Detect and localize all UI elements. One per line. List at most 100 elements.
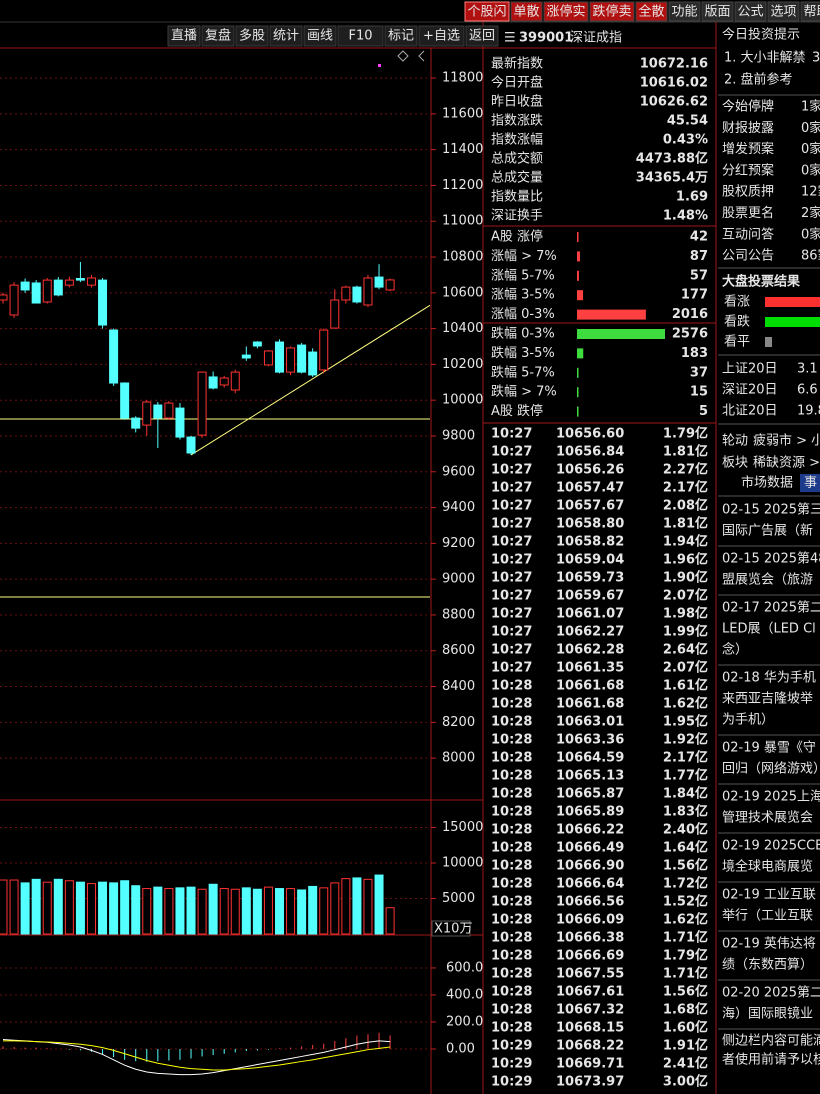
news-text[interactable]: 02-19 工业互联 (722, 888, 816, 903)
market-data-label[interactable]: 市场数据 (741, 475, 793, 491)
news-tag[interactable]: （东数西算） (735, 958, 813, 973)
news-text[interactable]: 举行 (722, 909, 748, 924)
vote-label[interactable]: 看跌 (724, 314, 750, 330)
toolbar-button-bg[interactable] (235, 25, 269, 47)
tick-amount: 1.61亿 (663, 678, 708, 694)
y-tick-label: 9600 (442, 464, 475, 479)
toolbar-button-bg[interactable] (384, 25, 418, 47)
top-button-bg[interactable] (668, 1, 701, 22)
volume-bar (186, 886, 196, 935)
market-tag[interactable]: 事 (804, 476, 817, 491)
quote-code: 399001 (519, 31, 573, 46)
top-button-bg[interactable] (635, 1, 668, 22)
toolbar-button[interactable]: 直播 (171, 29, 197, 44)
tip-item[interactable]: 1. 大小非解禁 (724, 51, 806, 66)
top-button[interactable]: 功能 (671, 5, 697, 20)
stat-label[interactable]: 股权质押 (722, 184, 774, 200)
toolbar-button[interactable]: F10 (348, 29, 372, 44)
news-text[interactable]: 02-19 暴雪《守 (722, 741, 816, 756)
top-button-bg[interactable] (464, 1, 510, 22)
tick-time: 10:28 (491, 787, 532, 802)
vote-label[interactable]: 看涨 (724, 294, 750, 310)
toolbar-button-bg[interactable] (167, 25, 201, 47)
news-text[interactable]: 盟展览会 (722, 572, 774, 588)
news-tag[interactable]: （新 (787, 523, 813, 539)
top-button-bg[interactable] (543, 1, 589, 22)
stat-value: 0家 (801, 120, 820, 136)
toolbar-button[interactable]: 返回 (469, 29, 495, 44)
news-text[interactable]: 海）国际眼镜业 (722, 1007, 813, 1022)
sector-text[interactable]: 稀缺资源 > (753, 456, 820, 471)
tip-item[interactable]: 2. 盘前参考 (724, 72, 793, 88)
news-tag[interactable]: 为手机） (722, 713, 774, 728)
stat-label[interactable]: 公司公告 (722, 249, 774, 264)
news-text[interactable]: 02-20 2025第二 (722, 986, 820, 1001)
news-text[interactable]: 02-18 华为手机 (722, 671, 816, 686)
toolbar-button[interactable]: 统计 (273, 29, 299, 44)
stat-label[interactable]: 股票更名 (722, 205, 774, 221)
stat-label[interactable]: 财报披露 (722, 121, 774, 136)
volume-bar (208, 883, 218, 935)
news-text[interactable]: 02-15 2025第48 (722, 552, 820, 567)
toolbar-button-bg[interactable] (337, 25, 384, 47)
toolbar-button-bg[interactable] (201, 25, 235, 47)
news-text[interactable]: 02-15 2025第三 (722, 503, 820, 518)
news-tag[interactable]: （旅游 (774, 573, 813, 588)
top-button-bg[interactable] (589, 1, 635, 22)
vote-label[interactable]: 看平 (724, 334, 750, 350)
top-button[interactable]: 跌停卖 (592, 4, 631, 20)
toolbar-button-bg[interactable] (418, 25, 465, 47)
stat-label[interactable]: 互动问答 (722, 226, 774, 242)
candle-body (86, 277, 96, 286)
news-text[interactable]: 国际广告展 (722, 524, 787, 539)
top-button-bg[interactable] (800, 1, 820, 22)
stat-label[interactable]: 今始停牌 (722, 99, 774, 115)
news-text[interactable]: 来西亚吉隆坡举 (722, 692, 813, 707)
toolbar-button-bg[interactable] (303, 25, 337, 47)
news-text[interactable]: LED展（LED Cl (722, 622, 816, 637)
top-button[interactable]: 选项 (770, 5, 796, 20)
news-text[interactable]: 境全球电商展览 (722, 859, 813, 875)
top-button-bg[interactable] (767, 1, 800, 22)
rotation-text[interactable]: 疲弱市 > 小 (753, 433, 820, 449)
diamond-icon[interactable] (397, 50, 409, 62)
distribution-label: 跌幅 > 7% (491, 384, 557, 400)
toolbar-button[interactable]: 标记 (388, 29, 414, 44)
top-button-bg[interactable] (734, 1, 767, 22)
distribution-count: 57 (690, 268, 708, 283)
tick-time: 10:28 (491, 751, 532, 766)
top-button[interactable]: 全散 (638, 4, 664, 20)
news-text[interactable]: 02-19 2025上海 (722, 790, 820, 805)
news-text[interactable]: 管理技术展览会 (722, 810, 813, 826)
top-button[interactable]: 版面 (704, 5, 730, 20)
news-text[interactable]: 02-17 2025第二 (722, 601, 820, 616)
toolbar-button[interactable]: 画线 (307, 29, 333, 44)
top-button[interactable]: 公式 (737, 5, 763, 20)
news-text[interactable]: 绩 (722, 958, 735, 973)
tick-amount: 2.17亿 (663, 480, 708, 496)
top-button[interactable]: 帮助 (803, 5, 820, 20)
candle-body (131, 417, 141, 429)
top-button[interactable]: 单散 (513, 5, 539, 20)
stat-label[interactable]: 增发预案 (722, 141, 774, 157)
collapse-icon[interactable] (418, 50, 425, 62)
top-button-bg[interactable] (510, 1, 543, 22)
quote-menu-icon[interactable]: ☰ (504, 31, 516, 46)
news-tag[interactable]: （工业互联 (748, 909, 813, 924)
news-text[interactable]: 02-19 2025CCE (722, 839, 820, 854)
top-button[interactable]: 个股闪 (467, 5, 506, 20)
toolbar-button[interactable]: 多股 (239, 28, 265, 44)
news-tag[interactable]: （网络游戏） (748, 761, 820, 777)
toolbar-button-bg[interactable] (269, 25, 303, 47)
news-text[interactable]: 回归 (722, 762, 748, 777)
news-tag[interactable]: 念） (722, 642, 748, 658)
toolbar-button[interactable]: 复盘 (205, 28, 231, 44)
top-button[interactable]: 涨停实 (546, 4, 585, 20)
stat-label[interactable]: 分红预案 (722, 162, 774, 178)
toolbar-button[interactable]: +自选 (423, 29, 460, 44)
news-text[interactable]: 02-19 英伟达将 (722, 937, 816, 952)
distribution-label: 涨幅 5-7% (491, 268, 555, 283)
top-button-bg[interactable] (701, 1, 734, 22)
toolbar-button-bg[interactable] (465, 25, 499, 47)
tick-time: 10:28 (491, 733, 532, 748)
